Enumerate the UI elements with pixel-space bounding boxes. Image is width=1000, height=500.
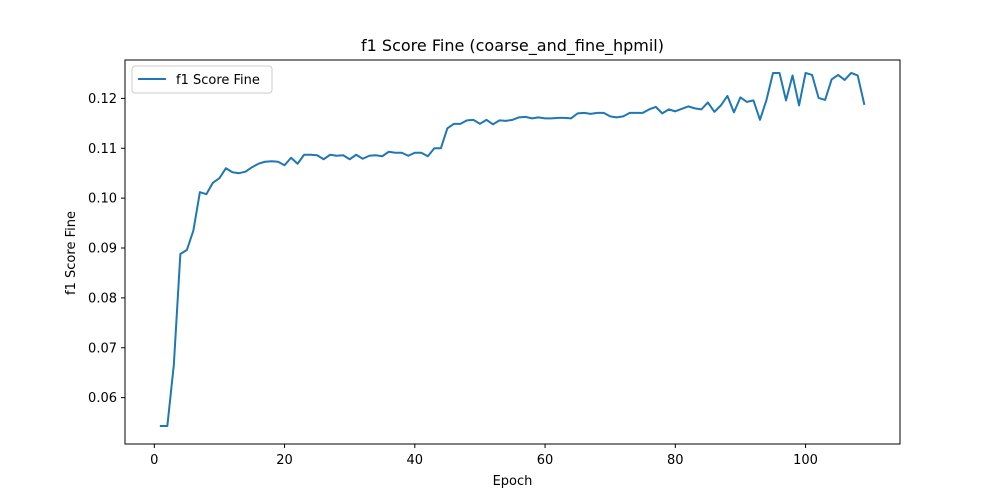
y-tick-label: 0.11 [88, 142, 117, 157]
x-tick-label: 0 [150, 453, 158, 468]
x-tick-label: 20 [276, 453, 293, 468]
x-axis: 0 20 40 60 80 100 [150, 444, 818, 468]
y-tick-label: 0.06 [88, 391, 117, 406]
x-tick-label: 100 [793, 453, 818, 468]
plot-area [159, 71, 866, 428]
x-tick-label: 80 [667, 453, 684, 468]
chart-title: f1 Score Fine (coarse_and_fine_hpmil) [361, 36, 664, 56]
y-axis: 0.06 0.07 0.08 0.09 0.10 0.11 0.12 [88, 92, 125, 406]
legend-label: f1 Score Fine [176, 73, 260, 88]
legend-box [131, 65, 273, 94]
x-tick-label: 40 [407, 453, 424, 468]
axes-frame [124, 59, 901, 445]
y-tick-label: 0.12 [88, 92, 117, 107]
y-tick-label: 0.07 [88, 341, 117, 356]
y-tick-label: 0.10 [88, 192, 117, 207]
x-axis-label: Epoch [493, 474, 533, 489]
x-tick-label: 60 [537, 453, 554, 468]
y-tick-label: 0.09 [88, 242, 117, 257]
legend: f1 Score Fine [131, 65, 273, 94]
y-axis-label: f1 Score Fine [64, 211, 79, 295]
y-tick-label: 0.08 [88, 291, 117, 306]
series-line [159, 71, 866, 428]
